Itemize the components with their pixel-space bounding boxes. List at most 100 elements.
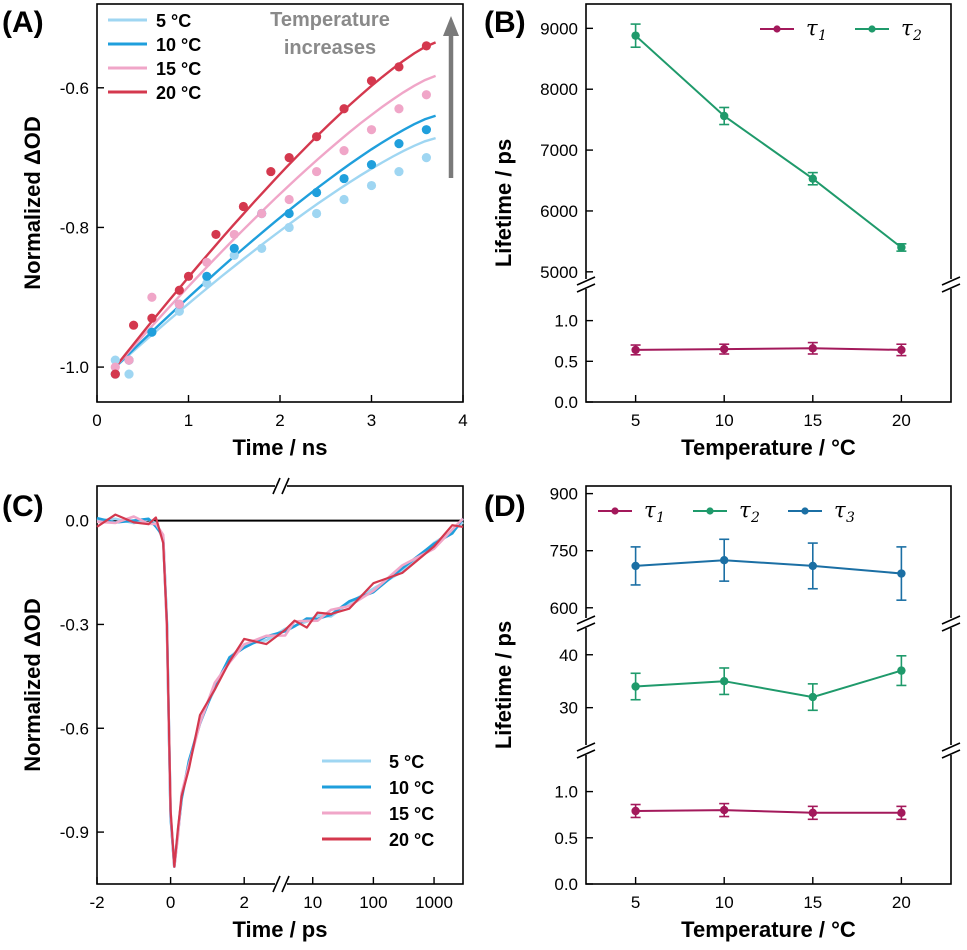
panel-d-label: (D) [484,490,526,523]
data-point [897,243,905,251]
data-point [211,230,220,239]
legend-label-subscript: 3 [846,510,855,526]
y-tick-label: 1.0 [554,783,578,802]
y-tick-label: -1.0 [60,358,89,377]
data-point [720,806,728,814]
data-point [239,202,248,211]
x-axis-label: Time / ns [233,435,328,460]
series-line [636,36,902,248]
data-point [367,181,376,190]
data-point [124,356,133,365]
series-line [636,560,902,573]
y-tick-label: 0.5 [554,352,578,371]
y-tick-label: 5000 [540,263,578,282]
panel-b: (B)500060007000800090000.00.51.05 10 15 20T… [484,4,960,460]
data-point [631,562,639,570]
x-tick-label: 0 [166,893,175,912]
data-point [339,195,348,204]
fit-line [115,138,435,367]
y-tick-label: 0.0 [554,393,578,412]
panel-a-frame [97,4,463,402]
data-point [184,272,193,281]
y-tick-label: -0.6 [60,719,89,738]
legend-label: 20 °C [389,830,434,850]
y-tick-label: 0.0 [554,875,578,894]
y-axis-label: Lifetime / ps [491,621,516,749]
annotation-line-2: increases [284,37,376,59]
legend-marker [801,507,808,514]
y-tick-label: 900 [550,485,578,504]
panel-a: (A)0 1 2 3 4-1.0-0.8-0.6Time / nsNormalized … [2,4,468,460]
data-point [147,314,156,323]
data-point [809,809,817,817]
data-point [809,174,817,182]
y-tick-label: -0.6 [60,79,89,98]
series-line [636,810,902,813]
data-point [422,125,431,134]
panel-c-label: (C) [2,490,44,523]
data-point [257,244,266,253]
y-tick-label: -0.3 [60,615,89,634]
data-point [230,230,239,239]
data-point [312,209,321,218]
data-point [312,188,321,197]
x-tick-label: 100 [359,893,387,912]
y-tick-label: 6000 [540,202,578,221]
data-point [897,346,905,354]
x-tick-label: 1000 [415,893,453,912]
x-tick-label: 2 [275,411,284,430]
data-point [266,167,275,176]
x-axis-label: Time / ps [233,917,328,942]
x-tick-label: 20 [892,411,911,430]
x-tick-label: -2 [89,893,104,912]
x-tick-label: 0 [92,411,101,430]
data-point [175,300,184,309]
legend-label-subscript: 1 [818,28,827,44]
x-tick-label: 10 [715,411,734,430]
data-point [257,209,266,218]
x-axis-label: Temperature / °C [681,435,856,460]
legend-label: τ [806,16,818,40]
data-point [147,328,156,337]
legend-label: 5 °C [389,752,424,772]
data-point [202,272,211,281]
y-tick-label: -0.9 [60,823,89,842]
legend-label: 15 °C [156,59,201,79]
data-point [285,153,294,162]
x-tick-label: 20 [892,893,911,912]
data-point [285,223,294,232]
legend-label: τ [901,16,913,40]
arrow-head [443,16,459,36]
y-tick-label: 8000 [540,80,578,99]
data-point [129,321,138,330]
data-point [631,31,639,39]
y-tick-label: 0.5 [554,829,578,848]
data-point [124,369,133,378]
data-point [809,562,817,570]
data-point [285,209,294,218]
data-point [720,677,728,685]
data-point [720,112,728,120]
panel-c: (C) -2 0 2 10 100 1000 0.0 -0.3 -0.6 -0.9 Time / ps… [2,478,463,942]
data-point [422,90,431,99]
legend-label: τ [739,498,751,522]
legend-label: 20 °C [156,83,201,103]
data-point [202,258,211,267]
data-point [285,195,294,204]
panel-c-frame [97,486,463,884]
y-tick-label: 0.0 [65,512,89,531]
panel-d-frame [586,486,951,884]
data-point [631,807,639,815]
data-point [175,286,184,295]
data-point [312,132,321,141]
panel-a-label: (A) [2,6,44,39]
x-tick-label: 5 [631,411,640,430]
y-tick-label: 7000 [540,141,578,160]
data-point [111,369,120,378]
legend-label-subscript: 1 [656,510,665,526]
data-point [394,167,403,176]
x-tick-label: 1 [184,411,193,430]
y-tick-label: 40 [559,646,578,665]
data-point [631,682,639,690]
panel-d: (D)60075090030400.00.51.05 10 15 20Temperat… [484,485,960,942]
